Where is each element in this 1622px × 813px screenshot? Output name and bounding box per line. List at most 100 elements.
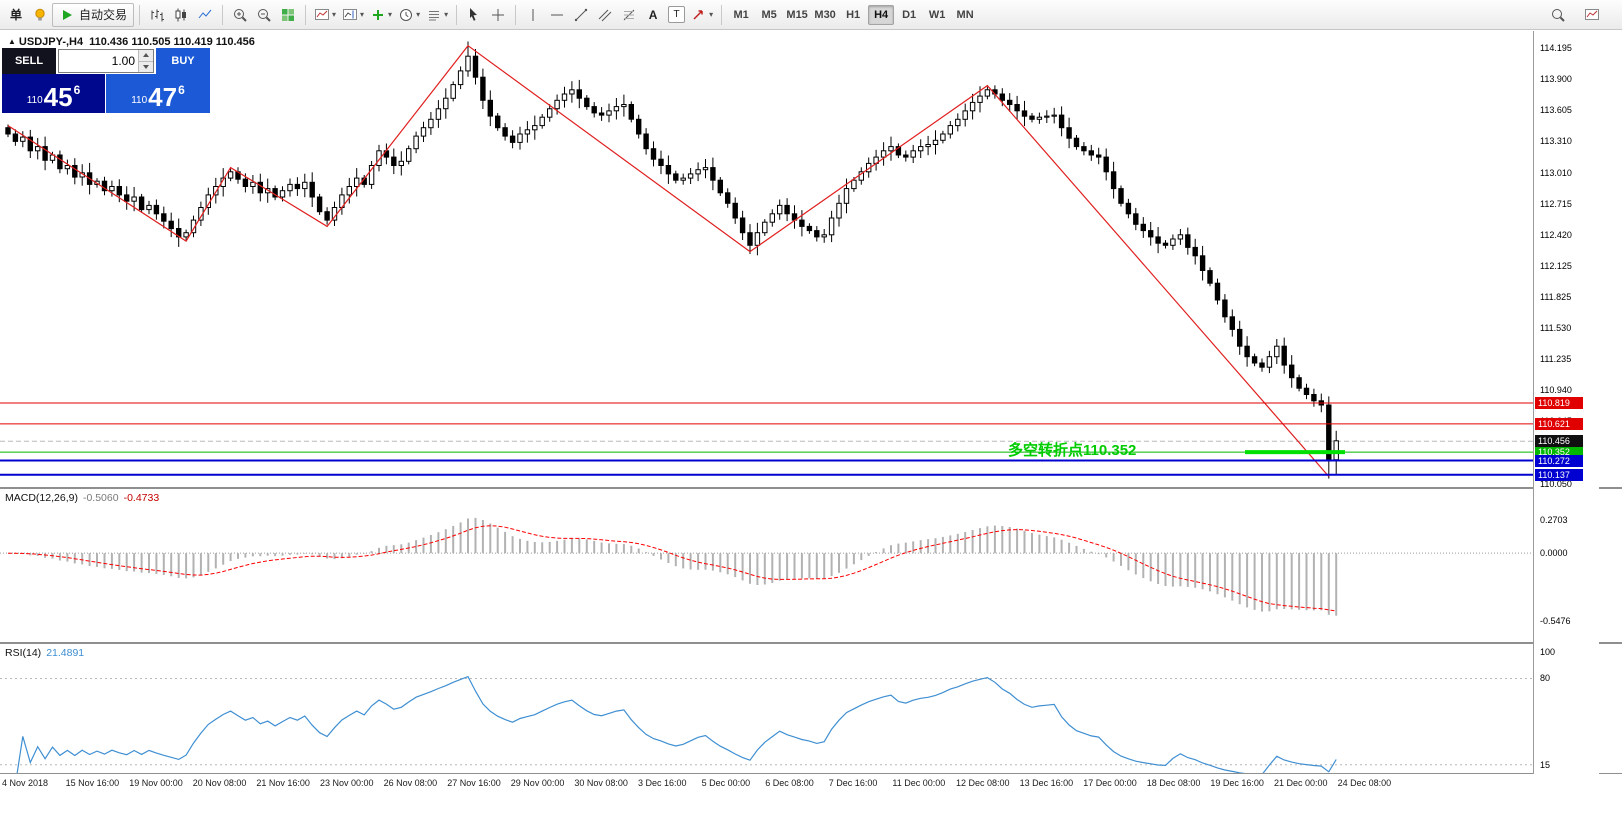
price-marker-110.137: 110.137 <box>1535 468 1583 481</box>
tile-windows-button-icon <box>282 8 295 21</box>
line-chart-button[interactable] <box>193 3 217 27</box>
time-tick: 4 Nov 2018 <box>2 778 49 788</box>
chart-shift-button-icon <box>343 8 358 20</box>
price-axis[interactable]: 114.195 113.900 113.605 113.310 113.010 112.7… <box>1533 31 1599 774</box>
buy-button[interactable]: BUY <box>156 48 210 74</box>
auto-scroll-button-dropdown-icon[interactable]: ▾ <box>332 10 337 19</box>
buy-price-button[interactable]: 110 47 6 <box>106 74 210 113</box>
turning-point-annotation[interactable]: 多空转折点110.352 <box>1008 442 1137 459</box>
current-price-marker: 110.456 <box>1535 435 1583 448</box>
price-marker-110.272: 110.272 <box>1535 454 1583 467</box>
time-tick: 6 Dec 08:00 <box>765 778 814 788</box>
channel-button[interactable] <box>593 3 617 27</box>
time-tick: 19 Dec 16:00 <box>1210 778 1264 788</box>
channel-button-icon <box>598 9 612 21</box>
text-label-button[interactable]: T <box>668 6 686 23</box>
buy-price-sup: 6 <box>178 83 185 97</box>
price-tick-113.010: 113.010 <box>1540 167 1572 178</box>
cursor-button[interactable] <box>462 3 486 27</box>
timeframe-mn[interactable]: MN <box>956 8 974 21</box>
periods-button[interactable]: ▾ <box>395 3 423 27</box>
tile-windows-button[interactable] <box>276 3 300 27</box>
panel-splitter[interactable] <box>0 487 1622 489</box>
timeframe-h4[interactable]: H4 <box>868 4 895 25</box>
volume-value[interactable]: 1.00 <box>111 54 135 68</box>
rsi-label: RSI(14) 21.4891 <box>5 647 85 659</box>
time-tick: 3 Dec 16:00 <box>638 778 687 788</box>
auto-scroll-button-icon <box>315 8 330 20</box>
chart-shift-button-dropdown-icon[interactable]: ▾ <box>360 10 365 19</box>
timeframe-w1[interactable]: W1 <box>928 8 946 21</box>
price-tick-110.050: 110.050 <box>1540 478 1572 489</box>
crosshair-button[interactable] <box>486 3 510 27</box>
time-tick: 24 Dec 08:00 <box>1337 778 1392 788</box>
data-window-icon[interactable] <box>1580 3 1604 27</box>
ohlc-values: 110.436 110.505 110.419 110.456 <box>89 36 255 48</box>
time-tick: 12 Dec 08:00 <box>956 778 1010 788</box>
auto-trading-button[interactable]: 自动交易 <box>52 2 135 27</box>
fibonacci-button-icon <box>623 9 635 20</box>
time-axis[interactable]: 4 Nov 2018 15 Nov 16:00 19 Nov 00:00 20 Nov… <box>0 774 1622 794</box>
vertical-line-button-icon <box>532 8 534 21</box>
macd-indicator-panel[interactable] <box>0 489 1533 642</box>
sell-price-button[interactable]: 110 45 6 <box>2 74 106 113</box>
trendline-button[interactable] <box>569 3 593 27</box>
time-tick: 19 Nov 00:00 <box>129 778 183 788</box>
add-indicator-button-dropdown-icon[interactable]: ▾ <box>388 10 393 19</box>
arrows-button-icon <box>693 9 703 20</box>
panel-splitter[interactable] <box>0 642 1622 644</box>
rsi-tick-80: 80 <box>1540 673 1551 684</box>
volume-up-icon[interactable] <box>139 50 153 61</box>
macd-tick--0.5476: -0.5476 <box>1540 615 1571 626</box>
volume-down-icon[interactable] <box>139 60 153 72</box>
horizontal-line-button[interactable] <box>545 3 569 27</box>
macd-signal-value: -0.4733 <box>123 492 160 504</box>
timeframe-h1[interactable]: H1 <box>846 8 861 21</box>
add-indicator-button-icon <box>373 9 384 20</box>
timeframe-d1[interactable]: D1 <box>902 8 917 21</box>
price-tick-113.310: 113.310 <box>1540 136 1572 147</box>
alert-icon[interactable] <box>28 3 52 27</box>
zoom-out-button[interactable] <box>252 3 276 27</box>
templates-button[interactable]: ▾ <box>423 3 451 27</box>
new-order-button[interactable]: 单 <box>9 8 22 22</box>
rsi-indicator-panel[interactable] <box>0 644 1533 774</box>
timeframe-m5[interactable]: M5 <box>761 8 777 21</box>
text-button[interactable]: A <box>648 7 658 22</box>
zigzag-line[interactable] <box>7 44 1330 477</box>
symbol-triangle-icon: ▲ <box>8 37 16 46</box>
candlestick-chart[interactable] <box>0 31 1533 487</box>
fibonacci-button[interactable] <box>617 3 641 27</box>
timeframe-m1[interactable]: M1 <box>733 8 749 21</box>
price-marker-110.819: 110.819 <box>1535 397 1583 410</box>
toolbar-separator <box>721 4 723 25</box>
chart-shift-button[interactable]: ▾ <box>339 3 367 27</box>
one-click-trading-panel: SELL 1.00 BUY 110 45 6 110 47 6 <box>2 48 210 113</box>
zoom-in-button[interactable] <box>228 3 252 27</box>
templates-button-icon <box>429 10 440 20</box>
time-tick: 13 Dec 16:00 <box>1019 778 1074 788</box>
auto-scroll-button[interactable]: ▾ <box>311 3 339 27</box>
zoom-in-button-icon <box>234 8 247 22</box>
search-icon[interactable] <box>1546 3 1570 27</box>
timeframe-m30[interactable]: M30 <box>814 8 836 21</box>
arrows-button[interactable]: ▾ <box>688 3 716 27</box>
price-tick-111.235: 111.235 <box>1540 354 1572 365</box>
rsi-line <box>16 675 1337 774</box>
sell-button[interactable]: SELL <box>2 48 56 74</box>
vertical-line-button[interactable] <box>521 3 545 27</box>
bar-chart-button[interactable] <box>145 3 169 27</box>
volume-field[interactable]: 1.00 <box>58 49 154 73</box>
timeframe-m15[interactable]: M15 <box>786 8 808 21</box>
time-tick: 29 Nov 00:00 <box>510 778 565 788</box>
price-tick-112.420: 112.420 <box>1540 229 1572 240</box>
periods-button-dropdown-icon[interactable]: ▾ <box>416 10 421 19</box>
candlestick-chart-button[interactable] <box>169 3 193 27</box>
time-tick: 30 Nov 08:00 <box>574 778 628 788</box>
templates-button-dropdown-icon[interactable]: ▾ <box>444 10 449 19</box>
arrows-button-dropdown-icon[interactable]: ▾ <box>709 10 714 19</box>
toolbar-separator <box>456 4 458 25</box>
add-indicator-button[interactable]: ▾ <box>367 3 395 27</box>
rsi-value: 21.4891 <box>46 647 85 659</box>
volume-spinner[interactable] <box>138 50 153 72</box>
